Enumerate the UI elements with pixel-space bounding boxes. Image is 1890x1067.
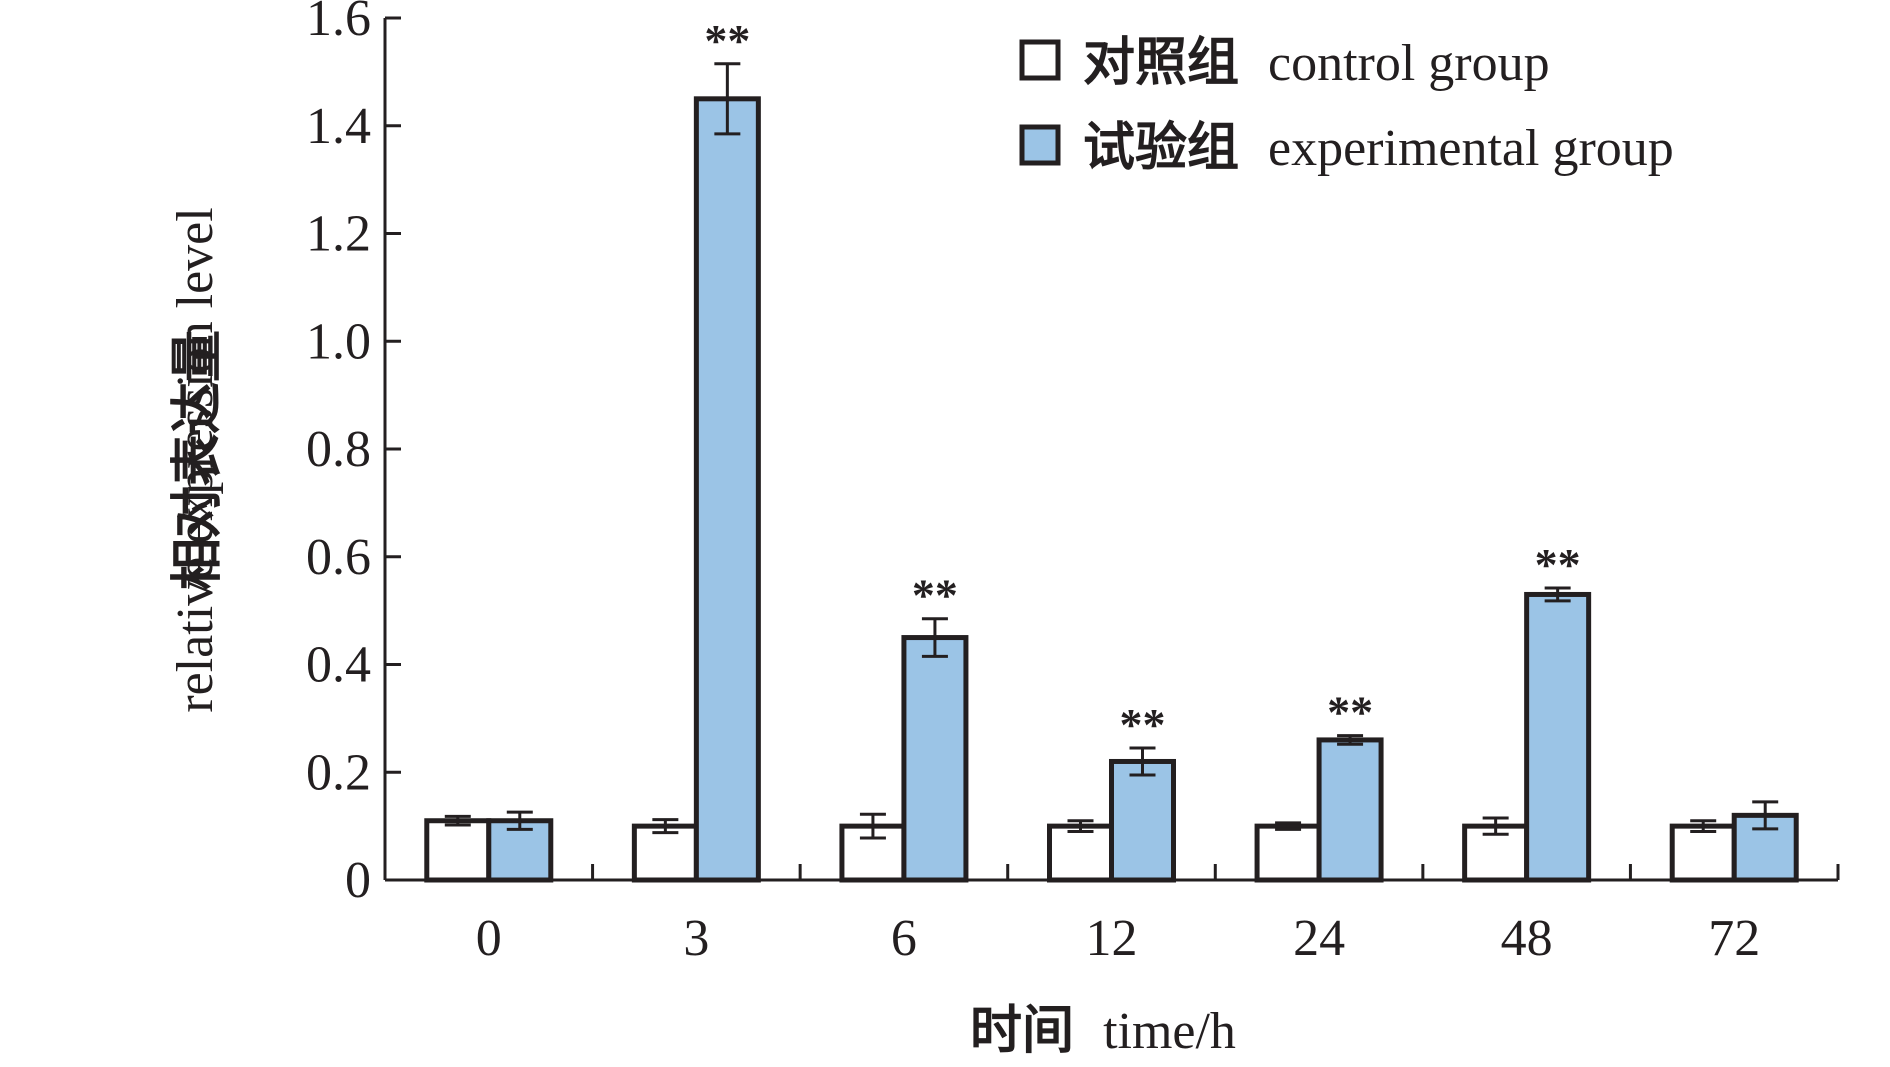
y-tick-label: 1.0 (306, 313, 371, 370)
y-tick-label: 0.4 (306, 637, 371, 694)
bar-experimental (693, 96, 761, 883)
y-tick-label: 1.2 (306, 206, 371, 263)
x-tick-label: 6 (891, 910, 917, 967)
y-tick-label: 1.4 (306, 98, 371, 155)
x-axis-title: 时间 time/h (970, 1001, 1236, 1061)
legend-swatch-control (1019, 39, 1061, 81)
x-tick-label: 72 (1708, 910, 1760, 967)
significance-label: ** (1535, 539, 1581, 590)
legend-label-control: 对照组 control group (1083, 33, 1550, 93)
y-tick-label: 0.8 (306, 421, 371, 478)
legend-label-control-cn: 对照组 (1083, 33, 1239, 93)
bar-experimental (1524, 591, 1592, 883)
y-axis-title: 相对表达量 (168, 330, 228, 590)
bar-control (424, 818, 492, 883)
y-tick-label: 1.6 (306, 0, 371, 47)
x-tick-label: 3 (683, 910, 709, 967)
y-axis-title-en: relative expression level (167, 207, 224, 712)
legend-swatch-experimental (1019, 124, 1061, 166)
legend: 对照组 control group 试验组 experimental group (1019, 33, 1674, 178)
significance-label: ** (1327, 687, 1373, 738)
bar-control (631, 823, 699, 883)
bar-experimental (1316, 737, 1384, 883)
legend-label-control-en: control group (1268, 35, 1550, 92)
bar-control (1669, 823, 1737, 883)
y-axis-title-cn: 相对表达量 (168, 330, 228, 590)
bar-control (1047, 823, 1114, 883)
bar-experimental (901, 635, 969, 883)
x-ticks: 0 3 6 12 24 48 72 (476, 864, 1840, 967)
x-tick-label: 0 (476, 910, 502, 967)
y-tick-label: 0.2 (306, 744, 371, 801)
x-tick-label: 12 (1086, 910, 1138, 967)
x-tick-label: 24 (1293, 910, 1345, 967)
legend-label-experimental-cn: 试验组 (1083, 118, 1239, 178)
x-axis-title-en: time/h (1103, 1003, 1236, 1060)
significance-label: ** (912, 570, 958, 621)
significance-label: ** (704, 15, 750, 66)
svg-text:相对表达量: 相对表达量 (168, 330, 228, 590)
y-ticks: 0 0.2 0.4 0.6 0.8 1.0 1.2 1.4 1.6 (306, 0, 401, 909)
significance-label: ** (1120, 699, 1166, 750)
x-tick-label: 48 (1501, 910, 1553, 967)
y-tick-label: 0.6 (306, 529, 371, 586)
x-axis-title-cn: 时间 (970, 1001, 1074, 1061)
y-tick-label: 0 (345, 852, 371, 909)
legend-label-experimental: 试验组 experimental group (1083, 118, 1674, 178)
bar-experimental (1109, 758, 1176, 883)
bar-control (1254, 823, 1322, 883)
bars-layer: ** ** ** ** ** (424, 15, 1799, 883)
legend-label-experimental-en: experimental group (1268, 120, 1674, 177)
y-axis-title-en-group: relative expression level (167, 207, 224, 712)
